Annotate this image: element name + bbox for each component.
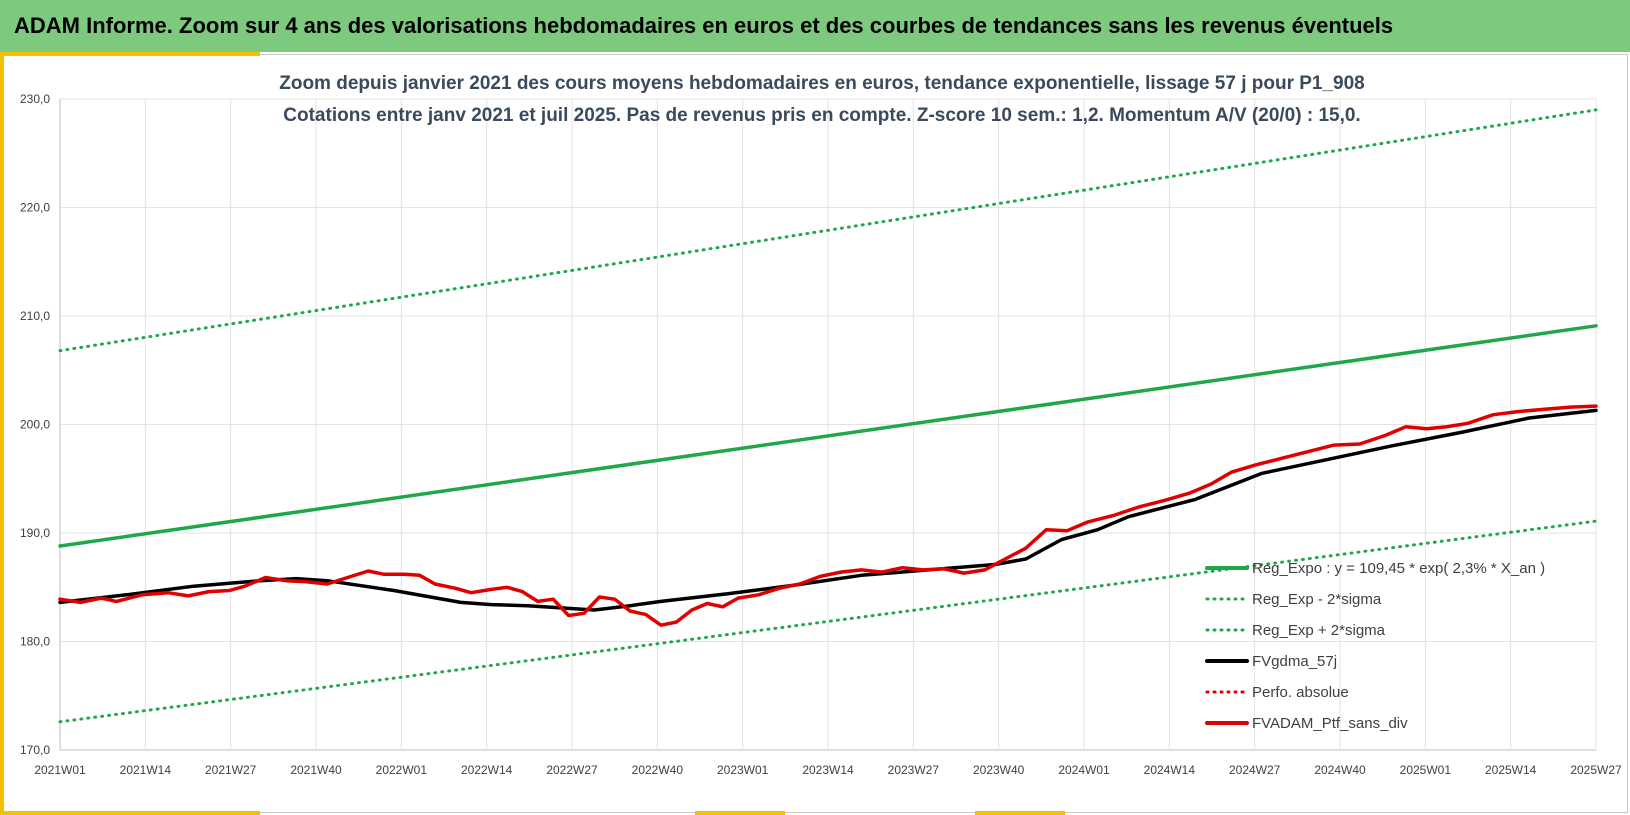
y-tick-label: 200,0 [20, 418, 50, 432]
x-tick-label: 2024W40 [1314, 763, 1366, 777]
x-tick-label: 2022W14 [461, 763, 513, 777]
y-tick-label: 180,0 [20, 635, 50, 649]
legend-label: Perfo. absolue [1252, 684, 1349, 701]
x-tick-label: 2022W01 [376, 763, 428, 777]
series-line [58, 519, 1598, 724]
chart-title-line1: Zoom depuis janvier 2021 des cours moyen… [279, 73, 1365, 94]
series-line [58, 404, 1598, 627]
header-banner: ADAM Informe. Zoom sur 4 ans des valoris… [0, 0, 1630, 52]
x-tick-label: 2021W01 [34, 763, 86, 777]
series-line [58, 108, 1598, 353]
legend-label: FVADAM_Ptf_sans_div [1252, 715, 1408, 732]
y-tick-label: 230,0 [20, 92, 50, 106]
y-axis-ticks: 170,0 180,0 190,0 200,0 210,0 220,0 230,0 [20, 92, 50, 757]
accent-bar [0, 52, 260, 56]
accent-bar [0, 52, 4, 815]
accent-bar [695, 811, 785, 815]
legend-label: Reg_Exp + 2*sigma [1252, 622, 1386, 639]
y-tick-label: 190,0 [20, 526, 50, 540]
x-tick-label: 2023W14 [802, 763, 854, 777]
legend-label: Reg_Expo : y = 109,45 * exp( 2,3% * X_an… [1252, 560, 1545, 577]
chart-title-line2: Cotations entre janv 2021 et juil 2025. … [283, 105, 1360, 126]
legend-label: FVgdma_57j [1252, 653, 1337, 670]
x-tick-label: 2024W27 [1229, 763, 1281, 777]
x-tick-label: 2022W27 [546, 763, 598, 777]
x-tick-label: 2024W14 [1144, 763, 1196, 777]
legend-label: Reg_Exp - 2*sigma [1252, 591, 1382, 608]
accent-bar [975, 811, 1065, 815]
page-title: ADAM Informe. Zoom sur 4 ans des valoris… [14, 13, 1394, 38]
x-tick-label: 2021W40 [290, 763, 342, 777]
y-tick-label: 220,0 [20, 201, 50, 215]
y-tick-label: 170,0 [20, 743, 50, 757]
x-tick-label: 2023W40 [973, 763, 1025, 777]
legend: Reg_Expo : y = 109,45 * exp( 2,3% * X_an… [1205, 560, 1545, 732]
x-tick-label: 2025W01 [1400, 763, 1452, 777]
x-tick-label: 2023W01 [717, 763, 769, 777]
x-tick-label: 2021W14 [120, 763, 172, 777]
x-tick-label: 2025W27 [1570, 763, 1622, 777]
series-lines [58, 108, 1598, 724]
x-tick-label: 2024W01 [1058, 763, 1110, 777]
x-tick-label: 2022W40 [632, 763, 684, 777]
accent-bar [0, 811, 260, 815]
series-line [58, 324, 1598, 548]
y-tick-label: 210,0 [20, 309, 50, 323]
x-tick-label: 2023W27 [888, 763, 940, 777]
gridlines [59, 98, 1597, 751]
x-tick-label: 2021W27 [205, 763, 257, 777]
x-tick-label: 2025W14 [1485, 763, 1537, 777]
x-axis-ticks: 2021W01 2021W14 2021W27 2021W40 2022W01 2022W… [34, 763, 1622, 777]
